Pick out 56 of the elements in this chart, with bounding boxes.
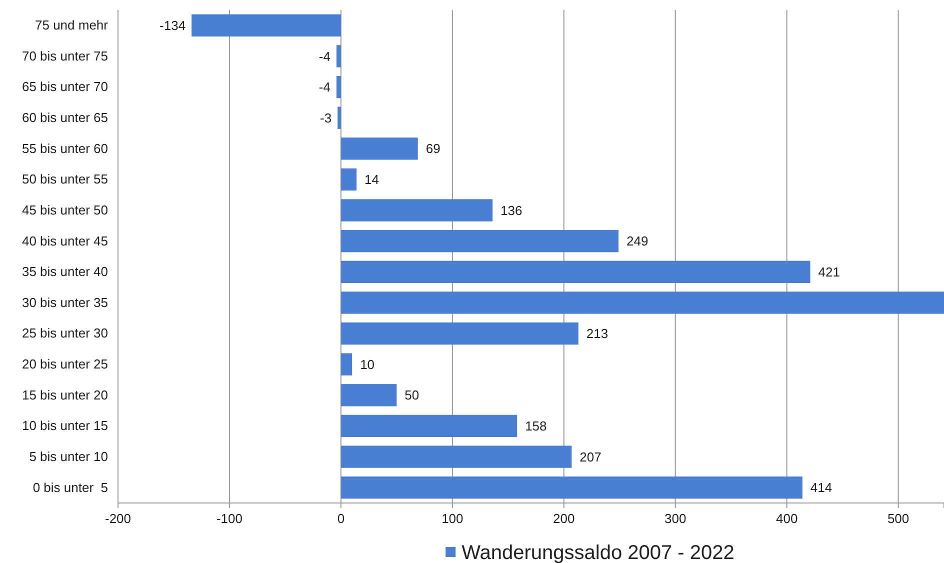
y-tick-label: 30 bis unter 35 bbox=[22, 294, 108, 310]
x-tick-label: 200 bbox=[553, 511, 575, 526]
bar bbox=[340, 446, 572, 468]
bar bbox=[340, 476, 802, 499]
data-label: 414 bbox=[810, 480, 832, 496]
bar bbox=[340, 292, 944, 314]
bar bbox=[340, 230, 619, 252]
y-tick-label: 20 bis unter 25 bbox=[22, 356, 108, 372]
bar bbox=[340, 199, 493, 222]
y-tick-label: 60 bis unter 65 bbox=[22, 110, 108, 126]
data-label: 50 bbox=[404, 388, 420, 403]
data-label: 10 bbox=[360, 356, 375, 372]
data-label: 136 bbox=[500, 202, 522, 218]
x-tick-label: 100 bbox=[442, 511, 464, 526]
y-tick-label: 50 bis unter 55 bbox=[22, 172, 108, 187]
data-label: 421 bbox=[818, 264, 840, 280]
data-label: 249 bbox=[626, 234, 648, 249]
x-tick-label: -100 bbox=[216, 511, 242, 526]
data-label: -3 bbox=[320, 110, 332, 126]
bar bbox=[340, 353, 352, 376]
y-tick-label: 55 bis unter 60 bbox=[22, 140, 108, 156]
bar bbox=[340, 168, 357, 191]
x-tick-label: -200 bbox=[104, 511, 132, 526]
y-tick-label: 40 bis unter 45 bbox=[22, 233, 108, 248]
bar bbox=[340, 414, 518, 438]
y-tick-label: 70 bis unter 75 bbox=[22, 48, 108, 64]
data-label: -134 bbox=[160, 18, 186, 33]
y-tick-label: 45 bis unter 50 bbox=[22, 202, 108, 218]
y-tick-label: 25 bis unter 30 bbox=[22, 326, 108, 341]
data-label: 69 bbox=[426, 141, 440, 156]
y-tick-label: 15 bis unter 20 bbox=[22, 387, 108, 402]
x-tick-label: 300 bbox=[664, 511, 686, 526]
bar bbox=[338, 106, 341, 129]
data-label: 158 bbox=[525, 418, 547, 434]
bar bbox=[192, 14, 341, 36]
data-label: -4 bbox=[318, 48, 330, 64]
y-tick-label: 5 bis unter 10 bbox=[29, 448, 108, 464]
y-tick-label: 35 bis unter 40 bbox=[22, 264, 108, 280]
bar bbox=[336, 76, 341, 98]
data-label: 213 bbox=[586, 326, 608, 342]
y-tick-label: 75 und mehr bbox=[35, 18, 109, 33]
bar bbox=[340, 384, 397, 406]
x-tick-label: 0 bbox=[337, 511, 345, 526]
bar bbox=[336, 45, 341, 68]
x-tick-label: 400 bbox=[776, 511, 798, 526]
x-tick-label: 500 bbox=[887, 511, 910, 526]
data-label: 207 bbox=[580, 449, 602, 464]
data-label: -4 bbox=[318, 80, 330, 95]
bar bbox=[340, 260, 810, 283]
y-tick-label: 0 bis unter 5 bbox=[32, 480, 108, 495]
data-label: 14 bbox=[364, 172, 380, 188]
y-tick-label: 65 bis unter 70 bbox=[22, 79, 108, 94]
legend-label: Wanderungssaldo 2007 - 2022 bbox=[462, 542, 734, 563]
y-tick-label: 10 bis unter 15 bbox=[22, 418, 108, 434]
bar bbox=[340, 138, 418, 160]
bar bbox=[340, 322, 578, 345]
